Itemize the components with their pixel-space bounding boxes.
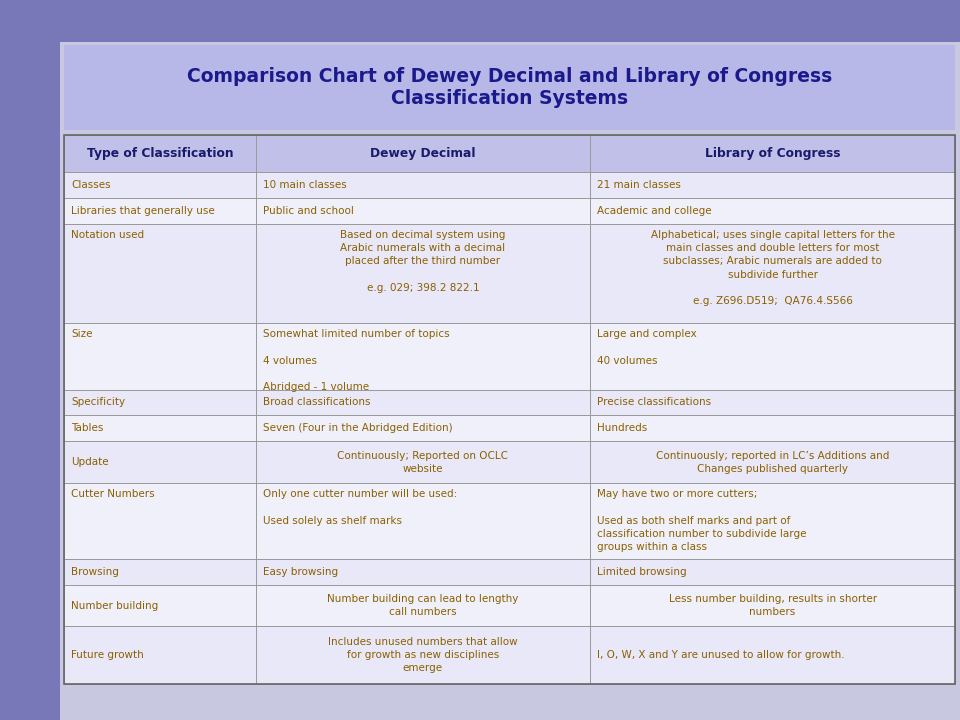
FancyBboxPatch shape [64,483,955,559]
Text: May have two or more cutters;

Used as both shelf marks and part of
classificati: May have two or more cutters; Used as bo… [597,489,806,552]
FancyBboxPatch shape [64,45,955,130]
Text: Large and complex

40 volumes: Large and complex 40 volumes [597,329,696,366]
FancyBboxPatch shape [64,441,955,483]
Text: Only one cutter number will be used:

Used solely as shelf marks: Only one cutter number will be used: Use… [263,489,457,526]
Text: Hundreds: Hundreds [597,423,647,433]
Text: Size: Size [71,329,92,339]
Text: Type of Classification: Type of Classification [86,147,233,160]
Text: Easy browsing: Easy browsing [263,567,338,577]
Text: Less number building, results in shorter
numbers: Less number building, results in shorter… [668,594,876,617]
Text: Number building: Number building [71,600,158,611]
FancyBboxPatch shape [64,224,955,323]
Text: Public and school: Public and school [263,206,353,216]
Text: Dewey Decimal: Dewey Decimal [371,147,475,160]
Text: Browsing: Browsing [71,567,119,577]
Text: Notation used: Notation used [71,230,144,240]
FancyBboxPatch shape [64,626,955,684]
FancyBboxPatch shape [0,0,60,720]
FancyBboxPatch shape [64,323,955,390]
Text: Broad classifications: Broad classifications [263,397,370,408]
FancyBboxPatch shape [64,415,955,441]
Text: Specificity: Specificity [71,397,125,408]
Text: Cutter Numbers: Cutter Numbers [71,489,155,499]
FancyBboxPatch shape [64,559,955,585]
Text: Future growth: Future growth [71,650,144,660]
Text: 21 main classes: 21 main classes [597,180,681,190]
Text: Continuously; reported in LC’s Additions and
Changes published quarterly: Continuously; reported in LC’s Additions… [656,451,889,474]
FancyBboxPatch shape [64,585,955,626]
Text: Classes: Classes [71,180,110,190]
FancyBboxPatch shape [64,390,955,415]
Text: Update: Update [71,457,108,467]
Text: Seven (Four in the Abridged Edition): Seven (Four in the Abridged Edition) [263,423,452,433]
Text: Tables: Tables [71,423,104,433]
Text: Continuously; Reported on OCLC
website: Continuously; Reported on OCLC website [337,451,509,474]
FancyBboxPatch shape [64,172,955,198]
Text: Libraries that generally use: Libraries that generally use [71,206,215,216]
Text: I, O, W, X and Y are unused to allow for growth.: I, O, W, X and Y are unused to allow for… [597,650,844,660]
Text: 10 main classes: 10 main classes [263,180,347,190]
Text: Library of Congress: Library of Congress [705,147,840,160]
Text: Number building can lead to lengthy
call numbers: Number building can lead to lengthy call… [327,594,518,617]
FancyBboxPatch shape [64,198,955,224]
Text: Academic and college: Academic and college [597,206,711,216]
FancyBboxPatch shape [0,0,960,42]
Text: Based on decimal system using
Arabic numerals with a decimal
placed after the th: Based on decimal system using Arabic num… [340,230,506,293]
Text: Precise classifications: Precise classifications [597,397,710,408]
Text: Includes unused numbers that allow
for growth as new disciplines
emerge: Includes unused numbers that allow for g… [328,637,517,673]
Text: Somewhat limited number of topics

4 volumes

Abridged - 1 volume: Somewhat limited number of topics 4 volu… [263,329,449,392]
Text: Limited browsing: Limited browsing [597,567,686,577]
FancyBboxPatch shape [64,135,955,172]
Text: Comparison Chart of Dewey Decimal and Library of Congress
Classification Systems: Comparison Chart of Dewey Decimal and Li… [187,68,832,108]
Text: Alphabetical; uses single capital letters for the
main classes and double letter: Alphabetical; uses single capital letter… [651,230,895,306]
